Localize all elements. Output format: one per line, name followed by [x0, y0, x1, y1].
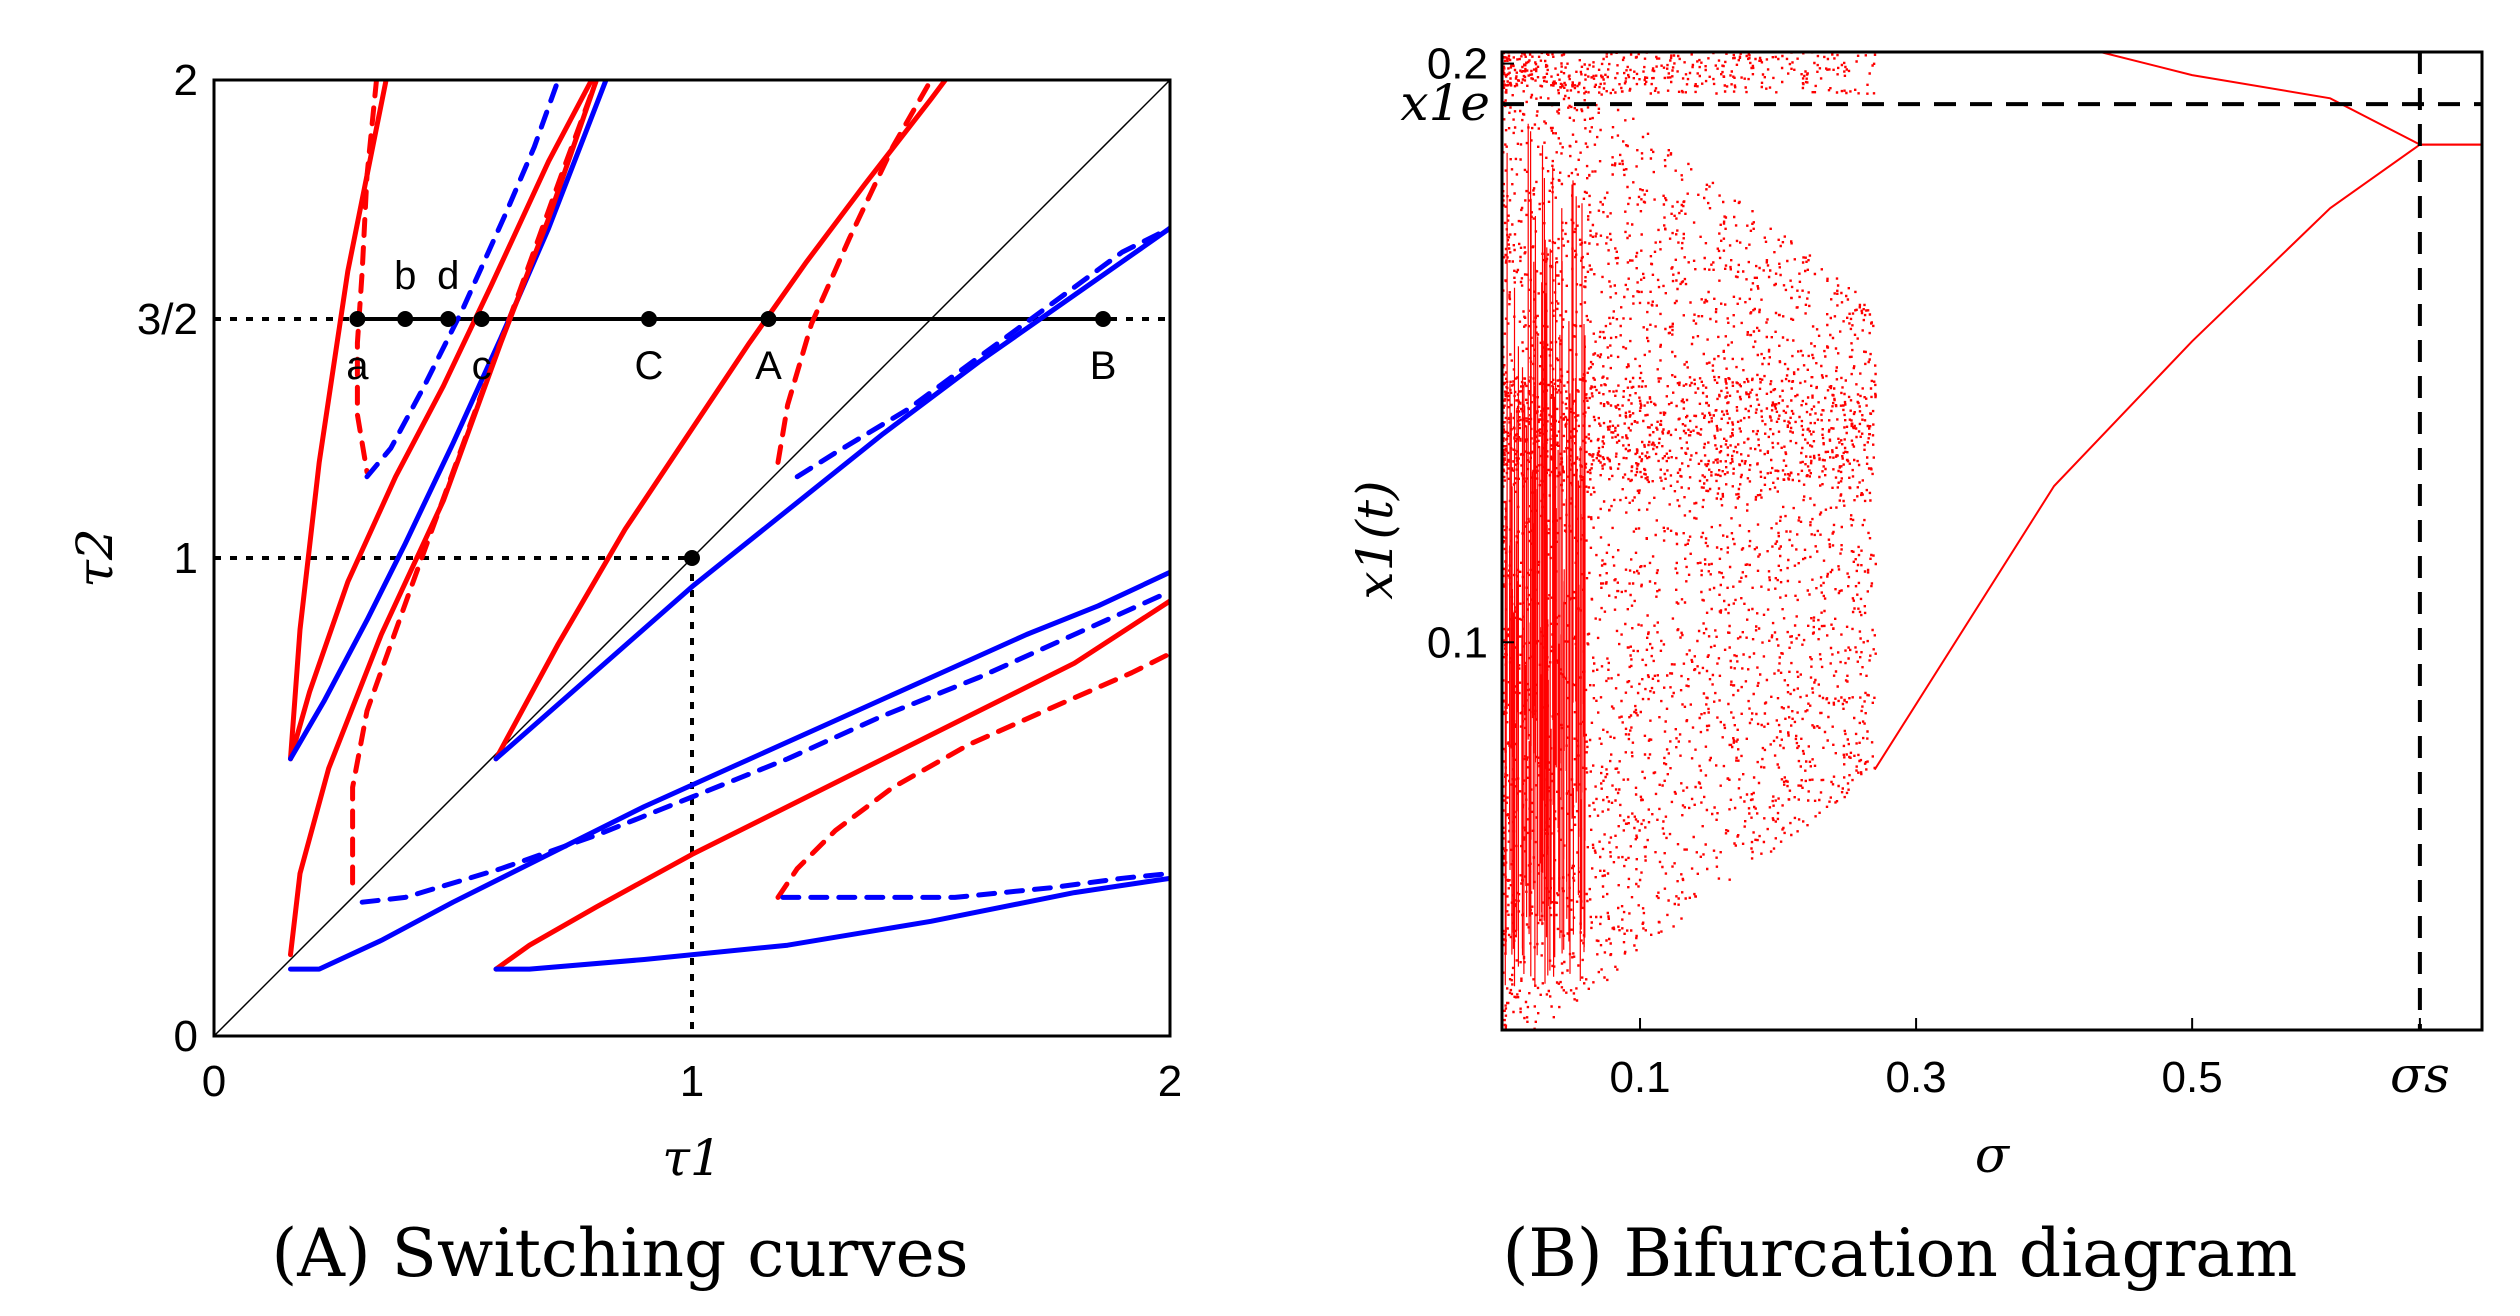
point-label-A: A [755, 344, 782, 388]
point-b [397, 311, 414, 327]
point-d [440, 311, 457, 327]
x-tick-label-b: σs [2390, 1046, 2450, 1104]
y-axis-label: τ2 [66, 528, 124, 587]
x-tick-label-b: 0.5 [2162, 1053, 2223, 1102]
blue-dashed-2-curve [359, 589, 1170, 905]
x-axis-label: τ1 [662, 1129, 721, 1187]
blue-solid-5-curve [493, 875, 1170, 972]
blue-solid-4-curve [288, 569, 1170, 972]
blue-solid-3-curve [493, 225, 1170, 762]
y-tick-label: 0 [174, 1012, 198, 1061]
x-tick-label: 0 [202, 1057, 226, 1106]
point-C [640, 311, 657, 327]
red-solid-1-curve [288, 80, 595, 762]
point-unit [684, 550, 700, 566]
y-tick-label: 2 [174, 56, 198, 105]
panel-b-caption: (B) Bifurcation diagram [1503, 1215, 2298, 1292]
point-label-d: d [437, 254, 459, 298]
y-tick-label: 1 [174, 534, 198, 583]
point-c [473, 311, 490, 327]
upper-periodic-branch [2096, 52, 2482, 146]
y-tick-label-b: 0.1 [1427, 618, 1488, 667]
x-axis-label-b: σ [1975, 1126, 2011, 1184]
red-solid-4-curve [493, 598, 1170, 972]
point-label-c: c [472, 344, 492, 388]
point-A [760, 311, 777, 327]
red-dashed-4-curve [775, 651, 1170, 900]
red-dashed-2-curve [350, 80, 599, 886]
panel-a-caption: (A) Switching curves [271, 1215, 968, 1292]
point-a [349, 311, 366, 327]
x-tick-label: 2 [1158, 1057, 1182, 1106]
x-tick-label-b: 0.3 [1885, 1053, 1946, 1102]
bifurcation-diagram-chart: 0.1 0.3 0.5 σs 0.1 0.2 x1e σ x1(t) (B) Bifurc… [1346, 40, 2484, 1292]
y-axis-label-b: x1(t) [1346, 480, 1404, 599]
chaotic-scatter-dots [1502, 52, 1877, 1030]
blue-solid-1-curve [288, 80, 609, 762]
x-tick-label-b: 0.1 [1609, 1053, 1670, 1102]
switching-curves-chart: a b d c C A B 0 1 2 0 1 3/2 2 τ1 τ2 (A) Switching cu… [66, 56, 1182, 1292]
panel-a-frame [212, 78, 1172, 1038]
point-B [1095, 311, 1112, 327]
point-label-C: C [635, 344, 664, 388]
panel-b-frame [1500, 50, 2484, 1032]
red-dashed-1-curve [354, 80, 379, 475]
y-tick-label: 3/2 [137, 295, 198, 344]
point-label-a: a [346, 344, 369, 388]
equilibrium-label: x1e [1400, 74, 1490, 132]
point-label-B: B [1090, 344, 1117, 388]
red-dashed-3-curve [775, 80, 934, 465]
blue-dashed-1-curve [364, 80, 561, 480]
y-tick-label-b: 0.2 [1427, 40, 1488, 89]
x-tick-label: 1 [680, 1057, 704, 1106]
chaotic-bands [1504, 123, 1586, 987]
lower-periodic-branch [1873, 143, 2482, 771]
point-label-b: b [394, 254, 416, 298]
red-solid-3-curve [493, 80, 948, 762]
blue-dashed-4-curve [780, 871, 1170, 900]
blue-dashed-3-curve [794, 225, 1170, 480]
